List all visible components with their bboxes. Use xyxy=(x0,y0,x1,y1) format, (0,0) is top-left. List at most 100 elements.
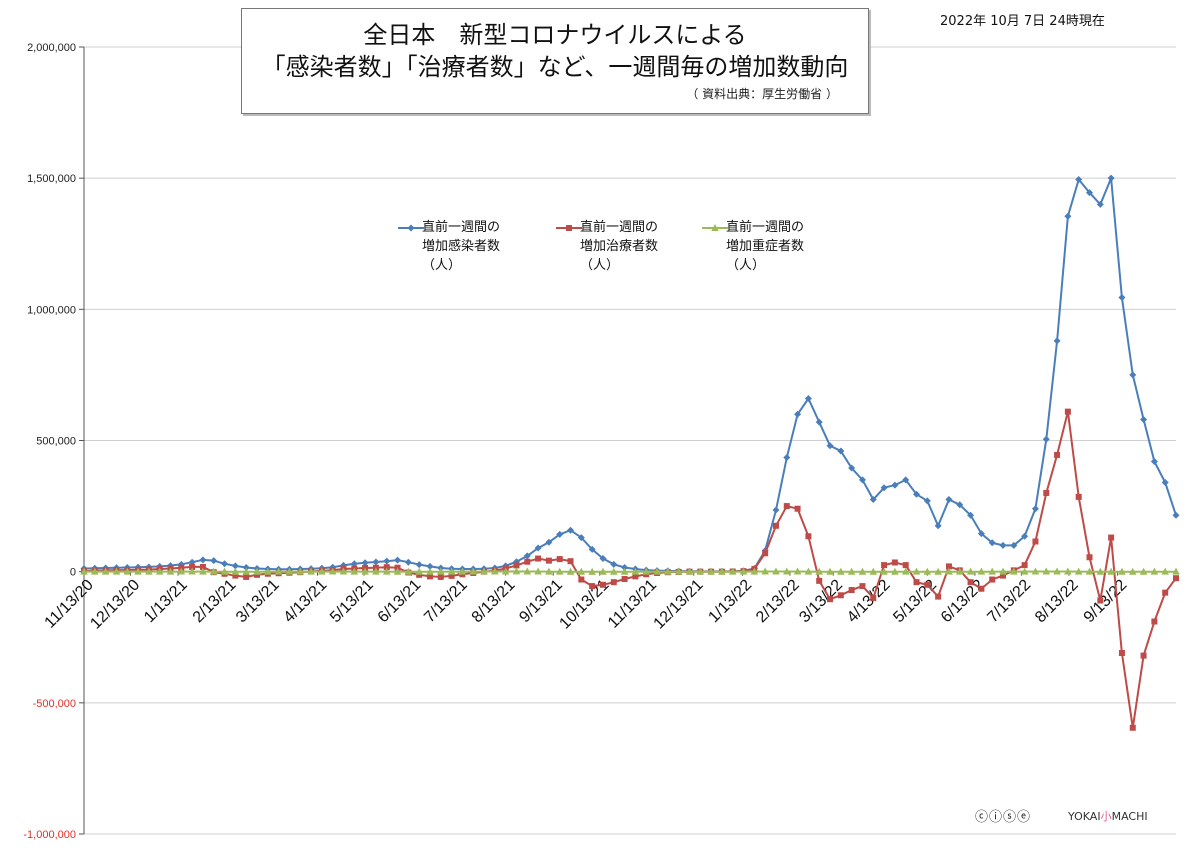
series-point xyxy=(837,592,844,599)
series-point xyxy=(555,567,564,575)
brand-mid: 小 xyxy=(1100,810,1112,823)
series-point xyxy=(967,579,974,586)
series-point xyxy=(101,567,110,575)
x-tick-label: 7/13/21 xyxy=(421,576,471,626)
legend-entry: 直前一週間の 増加重症者数 （人） xyxy=(726,220,805,273)
series-point xyxy=(881,562,888,569)
series-point xyxy=(545,538,553,546)
series-point xyxy=(339,567,348,575)
series-point xyxy=(231,567,240,575)
series-point xyxy=(891,567,899,575)
series-point xyxy=(264,567,272,575)
series-point xyxy=(869,496,877,504)
series-point xyxy=(1150,567,1159,575)
y-tick-labels: -1,000,000 -500,000 0 500,000 1,000,000 1,500… xyxy=(23,42,76,841)
x-tick-label: 4/13/22 xyxy=(844,576,894,626)
legend-marker xyxy=(702,224,728,231)
y-tick-label: -1,000,000 xyxy=(23,829,76,841)
series-point xyxy=(794,410,802,418)
series-point xyxy=(469,567,478,575)
series-point xyxy=(296,567,305,575)
series-point xyxy=(1107,567,1115,575)
series-point xyxy=(491,567,499,575)
series-point xyxy=(1020,567,1029,575)
series-3 xyxy=(80,567,1180,575)
series-point xyxy=(393,567,402,575)
series-point xyxy=(978,585,985,592)
series-point xyxy=(772,506,780,514)
series-point xyxy=(436,567,445,575)
series-point xyxy=(837,447,845,455)
series-point xyxy=(1085,567,1094,575)
series-point xyxy=(988,567,996,575)
series-point xyxy=(599,567,607,575)
series-point xyxy=(1053,567,1061,575)
series-point xyxy=(524,558,531,565)
title-box: 全日本 新型コロナウイルスによる 「感染者数」「治療者数」など、一週間毎の増加数… xyxy=(241,8,869,114)
series-point xyxy=(837,567,845,575)
series-point xyxy=(847,567,856,575)
series-point xyxy=(426,567,434,575)
series-point xyxy=(480,567,488,575)
series-point xyxy=(880,567,888,575)
brand-left: YOKAI xyxy=(1068,810,1101,823)
series-point xyxy=(210,557,218,565)
series-point xyxy=(134,567,142,575)
brand-logo: YOKAI小MACHI xyxy=(1068,808,1148,824)
series-point xyxy=(253,571,260,578)
series-point xyxy=(674,567,683,575)
x-tick-label: 5/13/21 xyxy=(327,576,377,626)
series-point xyxy=(999,567,1007,575)
series-point xyxy=(1075,493,1082,500)
series-point xyxy=(534,567,542,575)
series-point xyxy=(1140,652,1147,659)
series-point xyxy=(772,522,779,529)
series-point xyxy=(880,484,888,492)
series-point xyxy=(631,567,640,575)
x-tick-label: 8/13/21 xyxy=(469,576,519,626)
series-point xyxy=(902,476,910,484)
series-point xyxy=(794,505,801,512)
series-point xyxy=(199,556,207,564)
series-point xyxy=(1139,567,1148,575)
series-point xyxy=(328,567,337,575)
series-point xyxy=(1064,408,1071,415)
x-tick-label: 2/13/21 xyxy=(190,576,240,626)
legend-entry: 直前一週間の 増加治療者数 （人） xyxy=(580,220,659,273)
series-point xyxy=(372,558,380,566)
series-point xyxy=(891,559,898,566)
series-point xyxy=(199,563,206,570)
series-point xyxy=(447,567,456,575)
series-point xyxy=(242,567,250,575)
series-point xyxy=(848,587,855,594)
x-tick-label: 12/13/21 xyxy=(651,576,707,632)
series-point xyxy=(1010,567,1018,575)
brand-right: MACHI xyxy=(1111,810,1148,823)
series-point xyxy=(945,567,953,575)
series-point xyxy=(869,567,878,575)
series-point xyxy=(913,579,920,586)
series-point xyxy=(599,555,607,563)
series-point xyxy=(609,567,618,575)
report-date: 2022年 10月 7日 24時現在 xyxy=(940,14,1105,29)
series-point xyxy=(923,497,931,505)
series-point xyxy=(762,550,769,557)
series-point xyxy=(1172,511,1180,519)
series-point xyxy=(372,567,380,575)
series-point xyxy=(535,555,542,562)
chart-title-line1: 全日本 新型コロナウイルスによる xyxy=(363,21,747,49)
series-point xyxy=(577,534,585,542)
series-point xyxy=(621,563,629,571)
y-tick-label: -500,000 xyxy=(33,698,76,710)
series-point xyxy=(923,567,932,575)
series-point xyxy=(458,567,467,575)
series-point xyxy=(610,560,618,568)
series-point xyxy=(826,567,834,575)
series-point xyxy=(924,581,931,588)
series-point xyxy=(977,567,986,575)
series-point xyxy=(1054,451,1061,458)
series-point xyxy=(513,562,520,569)
series-point xyxy=(793,567,802,575)
series-point xyxy=(711,224,719,231)
series-point xyxy=(1000,572,1007,579)
